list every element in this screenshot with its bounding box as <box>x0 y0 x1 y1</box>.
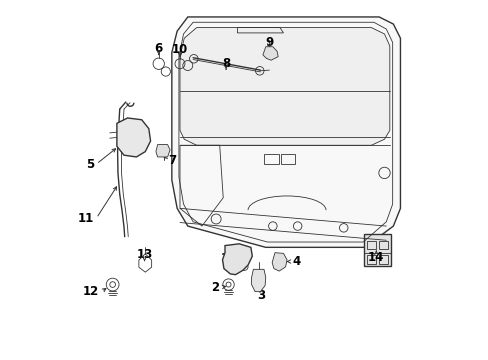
Polygon shape <box>222 244 252 275</box>
Text: 14: 14 <box>367 251 384 264</box>
Bar <box>264 154 278 164</box>
Text: 11: 11 <box>78 212 94 225</box>
Polygon shape <box>171 17 400 247</box>
Text: 10: 10 <box>171 43 188 56</box>
Polygon shape <box>263 47 278 60</box>
Polygon shape <box>156 145 170 157</box>
Text: 8: 8 <box>222 57 230 70</box>
Text: 4: 4 <box>292 255 300 268</box>
Bar <box>280 154 294 164</box>
Polygon shape <box>180 28 389 145</box>
Polygon shape <box>272 253 286 271</box>
Text: 6: 6 <box>154 42 163 55</box>
Text: 1: 1 <box>220 252 228 265</box>
Text: 3: 3 <box>257 289 265 302</box>
Text: 9: 9 <box>264 36 273 49</box>
Text: 5: 5 <box>85 158 94 171</box>
Bar <box>182 67 188 73</box>
Text: 13: 13 <box>136 248 152 261</box>
Bar <box>378 255 387 264</box>
Text: 2: 2 <box>211 280 219 293</box>
Polygon shape <box>251 269 265 292</box>
Bar <box>363 234 390 266</box>
Bar <box>366 240 375 249</box>
Bar <box>378 240 387 249</box>
Text: 12: 12 <box>83 285 99 298</box>
Bar <box>366 255 375 264</box>
Text: 7: 7 <box>168 154 176 167</box>
Polygon shape <box>117 118 150 157</box>
